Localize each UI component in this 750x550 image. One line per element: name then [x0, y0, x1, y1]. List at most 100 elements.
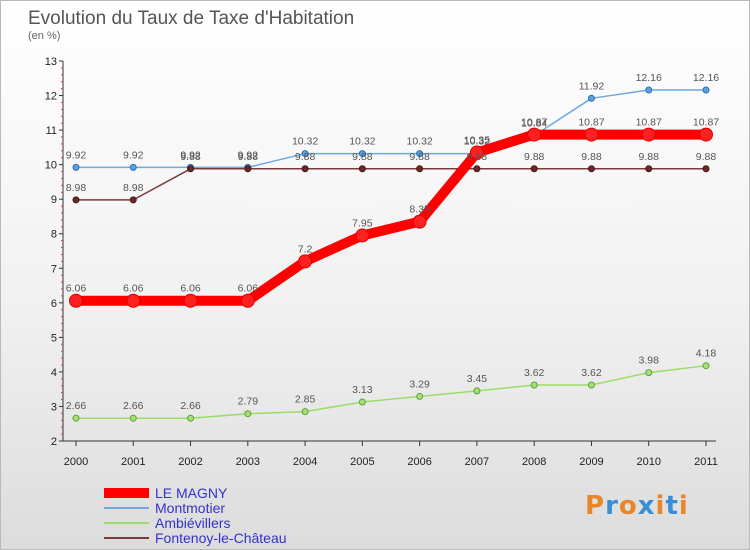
data-point [469, 145, 484, 160]
data-label: 3.45 [467, 373, 488, 385]
legend-label: LE MAGNY [155, 485, 228, 501]
data-point [183, 293, 198, 308]
logo-letter: i [655, 491, 666, 521]
logo-letter: x [637, 491, 656, 521]
legend-label: Montmotier [155, 500, 225, 516]
data-label: 3.62 [581, 367, 602, 379]
data-point [244, 410, 252, 418]
data-point [126, 293, 141, 308]
data-label: 2.66 [180, 400, 201, 412]
data-label: 7.2 [298, 243, 313, 255]
y-tick-label: 2 [51, 436, 57, 448]
data-point [72, 414, 80, 422]
data-point [416, 150, 424, 158]
data-label: 9.88 [352, 151, 373, 163]
data-point [527, 127, 542, 142]
data-label: 10.32 [406, 136, 432, 148]
data-point [645, 165, 653, 173]
data-point [240, 293, 255, 308]
y-tick-label: 11 [46, 125, 57, 137]
x-tick-label: 2003 [236, 456, 260, 468]
data-label: 9.92 [180, 149, 201, 161]
data-label: 10.87 [636, 117, 662, 129]
data-point [358, 398, 366, 406]
data-label: 9.88 [467, 151, 488, 163]
data-label: 2.66 [123, 400, 144, 412]
data-label: 7.95 [352, 217, 373, 229]
data-label: 8.98 [66, 182, 87, 194]
data-point [129, 196, 137, 204]
data-label: 9.88 [696, 151, 717, 163]
data-point [702, 165, 710, 173]
logo-letter: t [665, 491, 679, 521]
data-point [530, 381, 538, 389]
logo-letter: o [618, 491, 638, 521]
data-label: 10.35 [464, 135, 490, 147]
data-point [584, 127, 599, 142]
data-point [72, 196, 80, 204]
y-tick-label: 12 [45, 91, 57, 103]
x-tick-label: 2002 [178, 456, 202, 468]
data-point [72, 163, 80, 171]
legend-label: Ambiévillers [155, 515, 230, 531]
data-label: 6.06 [238, 283, 259, 295]
y-tick-label: 9 [51, 194, 57, 206]
data-point [358, 150, 366, 158]
chart-unit: (en %) [28, 30, 61, 42]
data-point [416, 165, 424, 173]
data-point [645, 369, 653, 377]
data-label: 10.84 [521, 118, 547, 130]
y-tick-label: 10 [45, 160, 57, 172]
data-label: 12.16 [636, 72, 662, 84]
x-tick-label: 2010 [636, 456, 660, 468]
chart-title: Evolution du Taux de Taxe d'Habitation [28, 8, 355, 29]
data-point [587, 94, 595, 102]
data-label: 4.18 [696, 348, 717, 360]
data-label: 6.06 [123, 283, 144, 295]
data-label: 9.92 [66, 149, 87, 161]
y-tick-label: 8 [51, 229, 57, 241]
y-tick-label: 5 [51, 332, 57, 344]
data-point [645, 86, 653, 94]
y-tick-label: 7 [51, 263, 57, 275]
legend-label: Fontenoy-le-Château [155, 530, 287, 546]
data-label: 9.88 [639, 151, 660, 163]
data-label: 3.29 [409, 378, 430, 390]
data-point [416, 392, 424, 400]
data-label: 8.35 [409, 204, 430, 216]
data-label: 2.85 [295, 394, 316, 406]
x-tick-label: 2007 [465, 456, 489, 468]
data-point [702, 362, 710, 370]
data-label: 10.87 [578, 117, 604, 129]
data-label: 3.98 [639, 355, 660, 367]
data-label: 2.66 [66, 400, 87, 412]
proxiti-logo: Proxiti [585, 491, 689, 521]
data-point [69, 293, 83, 308]
x-tick-label: 2005 [350, 456, 374, 468]
data-label: 9.92 [238, 149, 259, 161]
data-label: 9.88 [581, 151, 602, 163]
data-label: 9.88 [524, 151, 545, 163]
logo-letter: r [605, 491, 619, 521]
data-label: 12.16 [693, 72, 719, 84]
y-tick-label: 3 [51, 401, 57, 413]
series-line-0 [71, 129, 711, 306]
data-point [473, 165, 481, 173]
data-point [412, 214, 427, 229]
series-line-3 [75, 168, 707, 201]
data-label: 10.87 [693, 117, 719, 129]
data-label: 11.92 [579, 80, 605, 92]
x-tick-label: 2001 [121, 456, 145, 468]
y-tick-label: 13 [45, 56, 57, 68]
data-label: 2.79 [238, 396, 259, 408]
data-point [244, 165, 252, 173]
data-point [301, 150, 309, 158]
y-tick-label: 6 [51, 298, 57, 310]
series-line-2 [75, 364, 707, 419]
data-point [699, 127, 713, 142]
data-point [187, 165, 195, 173]
data-point [702, 86, 710, 94]
data-label: 3.13 [352, 384, 373, 396]
